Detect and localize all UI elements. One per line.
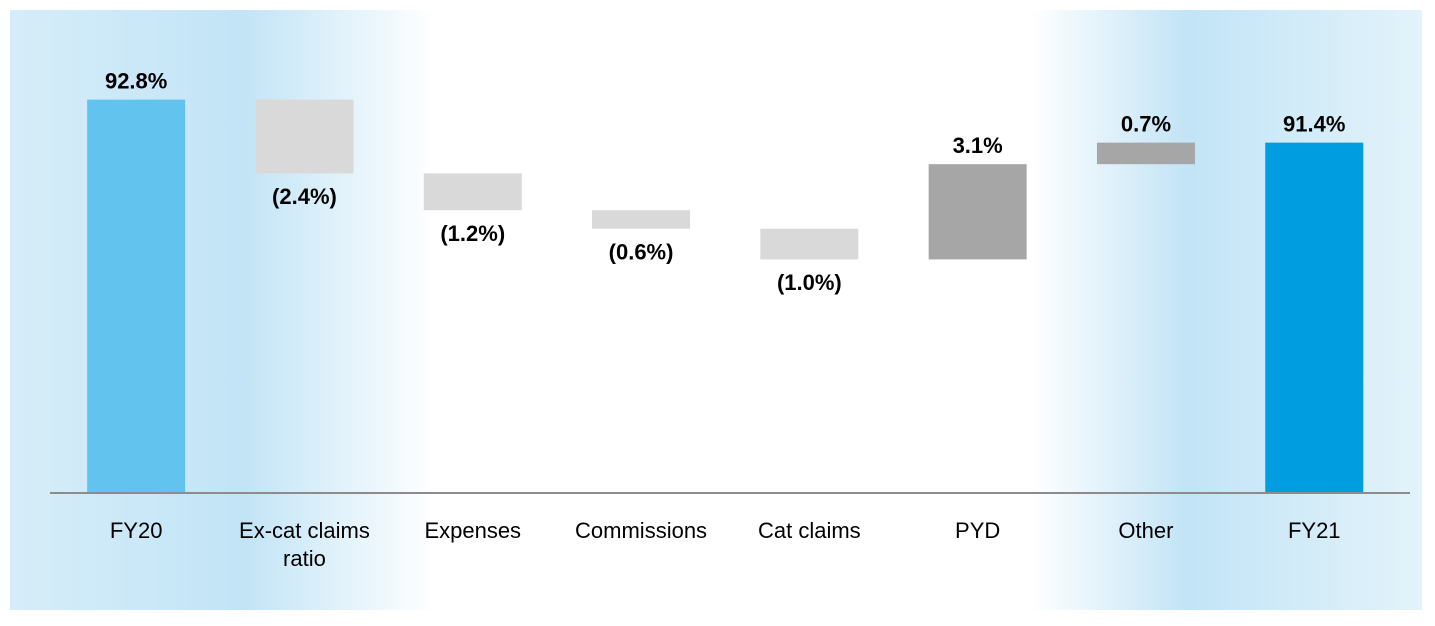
value-label: 0.7% (1121, 111, 1171, 136)
value-label: (1.0%) (777, 270, 842, 295)
value-label: 91.4% (1283, 111, 1345, 136)
bar (928, 164, 1027, 260)
value-label: 3.1% (953, 133, 1003, 158)
x-tick-label: Cat claims (758, 518, 861, 543)
value-label: (1.2%) (440, 221, 505, 246)
x-tick-label: FY20 (109, 518, 163, 543)
value-label: (2.4%) (272, 184, 337, 209)
x-tick-label: Ex-cat claims ratio (239, 518, 370, 571)
bar (760, 228, 859, 260)
x-tick-label: Expenses (424, 518, 522, 543)
bar (1265, 142, 1364, 493)
x-tick-label: PYD (955, 518, 1001, 543)
x-tick-label: Other (1118, 518, 1174, 543)
bar (87, 99, 186, 493)
bar (592, 210, 691, 229)
bar (423, 173, 522, 211)
x-tick-label: FY21 (1287, 518, 1341, 543)
x-tick-label: Commissions (575, 518, 708, 543)
bar (255, 99, 354, 174)
bar (1096, 142, 1195, 165)
highlight-panel (10, 10, 435, 610)
value-label: (0.6%) (609, 240, 674, 265)
value-label: 92.8% (105, 68, 167, 93)
